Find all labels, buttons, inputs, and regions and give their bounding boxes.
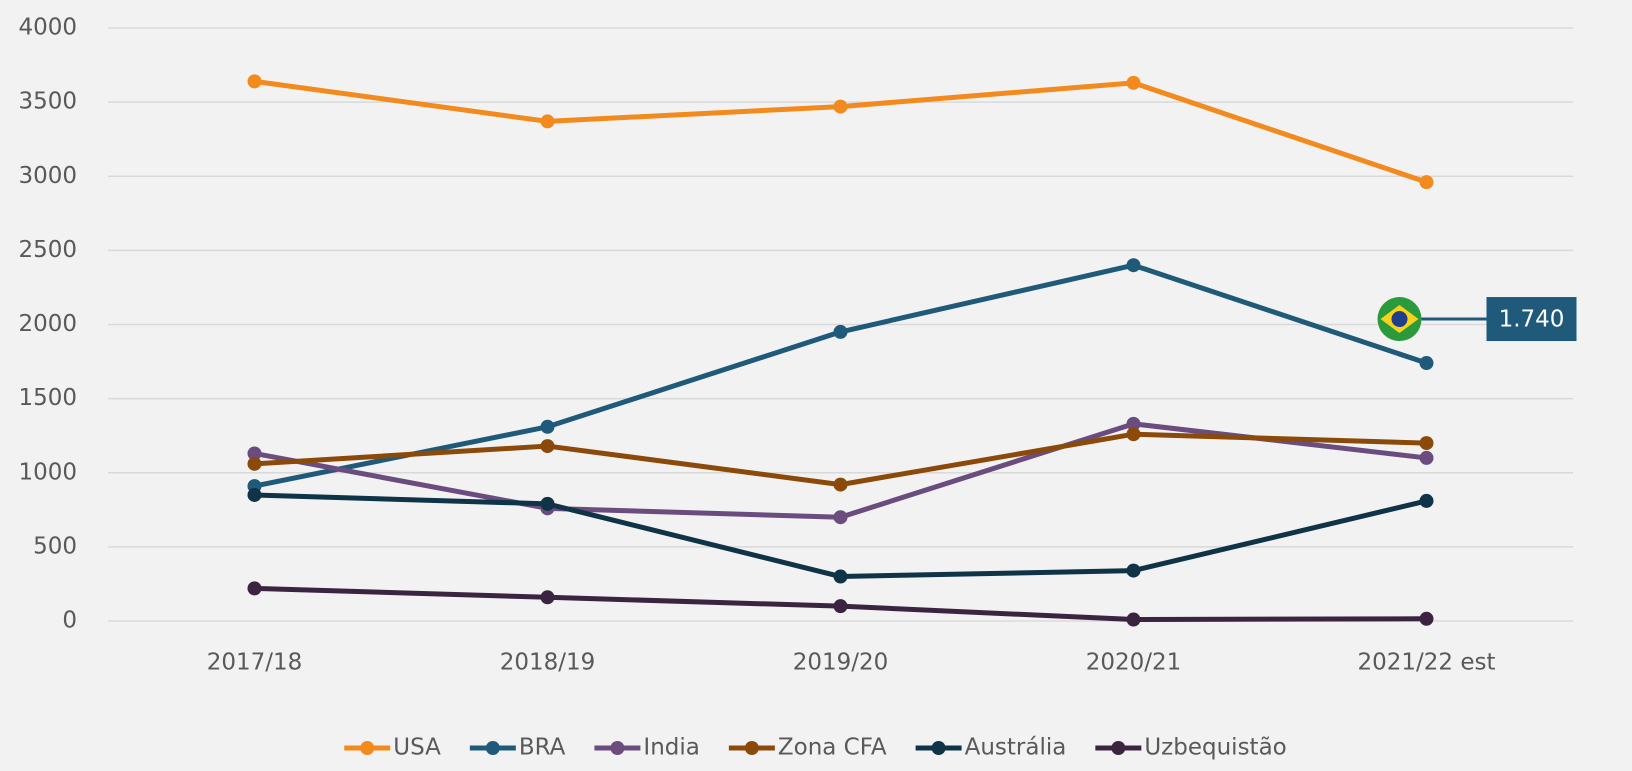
series-marker — [833, 324, 848, 339]
series-marker — [1419, 450, 1434, 465]
y-tick-label: 2500 — [18, 237, 77, 263]
series-marker — [247, 446, 262, 461]
series-marker — [833, 477, 848, 492]
legend-label: Austrália — [965, 735, 1067, 761]
series-marker — [247, 581, 262, 596]
series-marker — [1126, 258, 1141, 273]
flag-icon — [1377, 297, 1422, 342]
legend: USA BRA India Zona CFA Austrália Uzbequistão — [344, 735, 1287, 761]
series-marker — [1126, 427, 1141, 442]
series-marker — [833, 510, 848, 525]
legend-label: India — [643, 735, 699, 761]
legend-marker — [744, 741, 759, 755]
series-marker — [1419, 611, 1434, 626]
legend-marker — [485, 741, 500, 755]
series-marker — [833, 99, 848, 114]
series-marker — [1126, 416, 1141, 431]
series-marker — [247, 74, 262, 89]
legend-label: Zona CFA — [778, 735, 887, 761]
series-marker — [1126, 75, 1141, 90]
y-tick-label: 2000 — [18, 311, 77, 337]
y-tick-label: 1500 — [18, 385, 77, 411]
series-marker — [1419, 356, 1434, 371]
series-marker — [540, 496, 555, 511]
y-tick-label: 1000 — [18, 459, 77, 485]
series-marker — [540, 590, 555, 605]
legend-marker — [931, 741, 946, 755]
grid: 0 500 1000 1500 2000 2500 3000 3500 4000 2017/18 2… — [18, 15, 1573, 676]
legend-marker — [1111, 741, 1126, 755]
series-marker — [540, 439, 555, 454]
series-marker — [247, 487, 262, 502]
legend-label: USA — [393, 735, 441, 761]
legend-marker — [360, 741, 375, 755]
x-tick-label: 2019/20 — [793, 650, 889, 676]
series-marker — [1126, 563, 1141, 578]
series-marker — [1419, 436, 1434, 451]
series-marker — [247, 456, 262, 471]
label-box — [1486, 297, 1577, 342]
legend-label: BRA — [519, 735, 566, 761]
series-marker — [833, 569, 848, 584]
y-tick-label: 0 — [62, 608, 77, 634]
x-tick-label: 2018/19 — [500, 650, 596, 676]
x-tick-label: 2020/21 — [1086, 650, 1182, 676]
series-marker — [1126, 612, 1141, 627]
data-label: 1.740 — [1499, 307, 1565, 333]
y-tick-label: 3000 — [18, 163, 77, 189]
y-tick-label: 4000 — [18, 15, 77, 41]
y-tick-label: 3500 — [18, 89, 77, 115]
series-marker — [540, 114, 555, 129]
plot: 1.740 — [247, 74, 1577, 627]
y-tick-label: 500 — [33, 533, 77, 559]
series-marker — [1419, 493, 1434, 508]
legend-label: Uzbequistão — [1144, 735, 1286, 761]
x-tick-label: 2017/18 — [207, 650, 303, 676]
x-tick-label: 2021/22 est — [1357, 650, 1495, 676]
series-marker — [540, 419, 555, 434]
series-marker — [1419, 175, 1434, 190]
legend-marker — [610, 741, 625, 755]
series-marker — [833, 599, 848, 614]
